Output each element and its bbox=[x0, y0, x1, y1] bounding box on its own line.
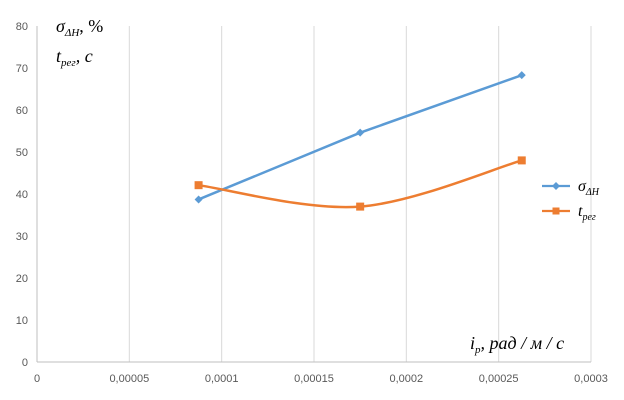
legend-item-sigma: σΔH bbox=[542, 178, 600, 198]
legend-label-treg: tрег bbox=[578, 203, 596, 223]
y-tick-label: 10 bbox=[16, 315, 28, 327]
y-tick-label: 20 bbox=[16, 273, 28, 285]
y-axis-label-line2: tрег, с bbox=[56, 46, 93, 69]
data-point-0 bbox=[356, 128, 365, 137]
legend-label-sigma: σΔH bbox=[578, 178, 600, 198]
y-tick-label: 30 bbox=[16, 231, 28, 243]
y-axis-label-line1: σΔH, % bbox=[56, 16, 103, 39]
data-point-1 bbox=[356, 202, 365, 211]
data-point-0 bbox=[194, 195, 203, 204]
data-point-0 bbox=[517, 71, 526, 80]
legend-marker-treg bbox=[552, 207, 560, 215]
series-line-1 bbox=[198, 159, 523, 209]
axes bbox=[36, 26, 591, 363]
y-tick-label: 50 bbox=[16, 147, 28, 159]
y-tick-label: 60 bbox=[16, 105, 28, 117]
legend-marker-sigma bbox=[552, 182, 560, 190]
legend: σΔH tрег bbox=[542, 178, 600, 223]
x-tick-label: 0,0002 bbox=[390, 373, 424, 385]
x-tick-label: 0,00005 bbox=[109, 373, 149, 385]
series-line-0 bbox=[198, 73, 523, 201]
x-tick-label: 0,0001 bbox=[205, 373, 239, 385]
x-tick-label: 0,00025 bbox=[479, 373, 519, 385]
x-tick-label: 0,00015 bbox=[294, 373, 334, 385]
x-tick-label: 0,0003 bbox=[574, 373, 608, 385]
x-tick-label: 0 bbox=[34, 373, 40, 385]
y-tick-label: 70 bbox=[16, 63, 28, 75]
y-tick-label: 0 bbox=[22, 357, 28, 369]
y-tick-label: 80 bbox=[16, 21, 28, 33]
series-group bbox=[194, 71, 526, 211]
legend-item-treg: tрег bbox=[542, 203, 596, 223]
data-point-1 bbox=[517, 156, 526, 165]
data-point-1 bbox=[194, 181, 203, 190]
tick-labels: 0 0,00005 0,0001 0,00015 0,0002 0,00025 0,0003… bbox=[16, 21, 608, 385]
x-axis-label: iр, рад / м / с bbox=[470, 333, 564, 356]
y-tick-label: 40 bbox=[16, 189, 28, 201]
grid bbox=[128, 26, 592, 362]
